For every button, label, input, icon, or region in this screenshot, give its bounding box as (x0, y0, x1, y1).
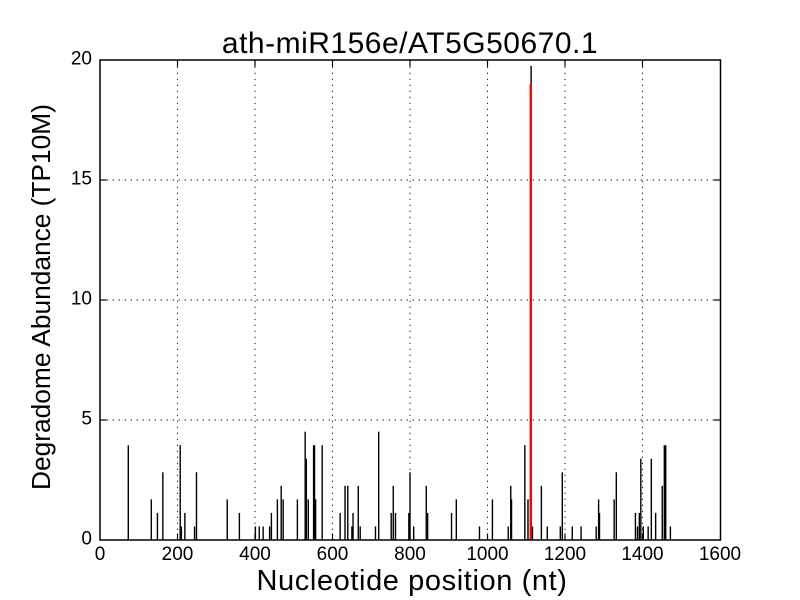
svg-text:0: 0 (95, 544, 106, 565)
svg-text:Nucleotide position (nt): Nucleotide position (nt) (257, 565, 568, 597)
svg-text:1600: 1600 (699, 544, 741, 565)
svg-text:1000: 1000 (466, 544, 508, 565)
svg-text:1400: 1400 (621, 544, 663, 565)
svg-text:800: 800 (394, 544, 426, 565)
svg-text:Degradome Abundance (TP10M): Degradome Abundance (TP10M) (26, 104, 56, 490)
svg-text:200: 200 (162, 544, 194, 565)
svg-text:600: 600 (317, 544, 349, 565)
svg-text:ath-miR156e/AT5G50670.1: ath-miR156e/AT5G50670.1 (222, 27, 598, 60)
svg-text:15: 15 (71, 169, 92, 190)
svg-text:10: 10 (71, 289, 92, 310)
svg-text:20: 20 (71, 49, 92, 70)
svg-text:1200: 1200 (544, 544, 586, 565)
svg-text:400: 400 (239, 544, 271, 565)
svg-text:0: 0 (81, 529, 92, 550)
svg-text:5: 5 (81, 409, 92, 430)
